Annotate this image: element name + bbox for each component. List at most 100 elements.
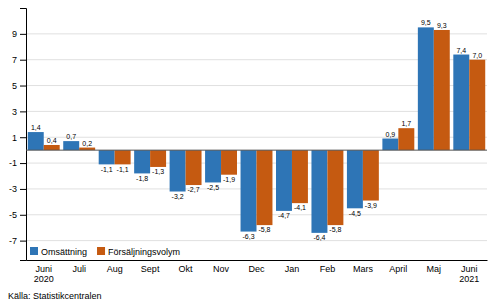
data-label: -1,9 [223, 176, 235, 183]
data-label: 7,4 [456, 47, 466, 54]
x-tick-label: Nov [213, 264, 230, 274]
x-tick-label: Dec [248, 264, 265, 274]
zero-line [26, 150, 487, 151]
x-tick: Mars [353, 264, 373, 274]
y-tick: 1 [12, 133, 26, 143]
bar-series [28, 27, 469, 232]
x-tick-label: April [389, 264, 407, 274]
data-label: -1,8 [136, 175, 148, 182]
x-tick: Nov [213, 264, 230, 274]
data-label: -6,4 [313, 234, 325, 241]
bar [327, 150, 343, 225]
data-label: -5,8 [258, 226, 270, 233]
y-axis-line [20, 9, 27, 261]
x-tick-label: Juli [72, 264, 86, 274]
legend-swatch [97, 247, 105, 255]
data-label: 7,0 [472, 52, 482, 59]
legend-item: Försäljningsvolym [97, 247, 180, 257]
source: Källa: Statistikcentralen [8, 291, 102, 301]
bar [311, 150, 327, 233]
x-tick: Juni2020 [34, 264, 54, 284]
bar [398, 128, 414, 150]
data-label: 0,9 [386, 131, 396, 138]
bars [28, 27, 485, 232]
plot: -7 -5 -3 -1 1 3 5 7 9 Juni2020 Juli Aug Sept Okt Nov De… [9, 9, 488, 285]
y-tick: -1 [9, 158, 26, 168]
legend-item: Omsättning [30, 247, 87, 257]
data-label: -1,3 [152, 168, 164, 175]
bar [28, 132, 44, 150]
bar [418, 27, 434, 150]
y-tick-mark [20, 189, 26, 190]
chart: -7 -5 -3 -1 1 3 5 7 9 Juni2020 Juli Aug Sept Okt Nov De… [0, 0, 493, 304]
y-tick: 9 [12, 29, 26, 39]
y-axis: -7 -5 -3 -1 1 3 5 7 9 [9, 9, 27, 261]
data-label: 1,4 [31, 124, 41, 131]
y-tick: 3 [12, 107, 26, 117]
y-tick-label: -3 [9, 184, 17, 194]
y-tick-label: -1 [9, 158, 17, 168]
data-label: -4,7 [278, 212, 290, 219]
data-label: 1,7 [401, 120, 411, 127]
x-tick: Sept [141, 264, 160, 274]
x-axis-line [27, 260, 488, 261]
x-tick: Okt [179, 264, 194, 274]
x-tick: Maj [427, 264, 442, 274]
x-tick: Feb [320, 264, 336, 274]
legend: Omsättning Försäljningsvolym [30, 247, 180, 257]
bar [221, 150, 237, 175]
bar [292, 150, 308, 203]
y-tick-mark [20, 60, 26, 61]
x-tick-label: Okt [179, 264, 194, 274]
legend-label: Försäljningsvolym [108, 247, 180, 257]
bar [241, 150, 257, 231]
data-label: -4,1 [294, 204, 306, 211]
y-tick-mark [20, 34, 26, 35]
y-tick: 5 [12, 81, 26, 91]
x-tick-label: Jan [285, 264, 300, 274]
x-tick: April [389, 264, 407, 274]
data-labels: 1,40,7-1,1-1,8-3,2-2,5-6,3-4,7-6,4-4,50,… [31, 19, 482, 241]
x-tick-label: Mars [353, 264, 373, 274]
y-tick-mark [20, 241, 26, 242]
x-tick-label: Feb [320, 264, 336, 274]
data-label: -3,9 [365, 202, 377, 209]
y-tick: -3 [9, 184, 26, 194]
data-label: -4,5 [349, 210, 361, 217]
y-tick-label: 3 [12, 107, 17, 117]
bar [134, 150, 150, 173]
y-tick-mark [20, 111, 26, 112]
y-tick-label: 7 [12, 55, 17, 65]
data-label: 9,3 [437, 22, 447, 29]
data-label: 0,2 [82, 140, 92, 147]
y-tick-mark [20, 86, 26, 87]
x-tick: Jan [285, 264, 300, 274]
y-tick-label: -7 [9, 236, 17, 246]
x-tick-label: Maj [427, 264, 442, 274]
data-label: -2,5 [207, 184, 219, 191]
bar [63, 141, 79, 150]
y-tick: -7 [9, 236, 26, 246]
x-tick: Aug [107, 264, 123, 274]
legend-swatch [30, 247, 38, 255]
bar [382, 139, 398, 151]
y-tick-mark [20, 215, 26, 216]
bar [150, 150, 166, 167]
data-label: 0,4 [47, 137, 57, 144]
x-axis: Juni2020 Juli Aug Sept Okt Nov Dec Jan Feb Mars Ap… [27, 261, 488, 285]
y-tick-mark [20, 163, 26, 164]
y-tick-label: -5 [9, 210, 17, 220]
bar [363, 150, 379, 200]
data-label: -3,2 [172, 193, 184, 200]
bar [453, 55, 469, 151]
legend-label: Omsättning [41, 247, 87, 257]
bar [115, 150, 131, 164]
y-tick: -5 [9, 210, 26, 220]
bar [434, 30, 450, 150]
data-label: -5,8 [329, 226, 341, 233]
y-tick: 7 [12, 55, 26, 65]
bar [469, 60, 485, 150]
data-label: 9,5 [421, 19, 431, 26]
x-tick: Juni2021 [459, 264, 479, 284]
bar [44, 145, 60, 150]
